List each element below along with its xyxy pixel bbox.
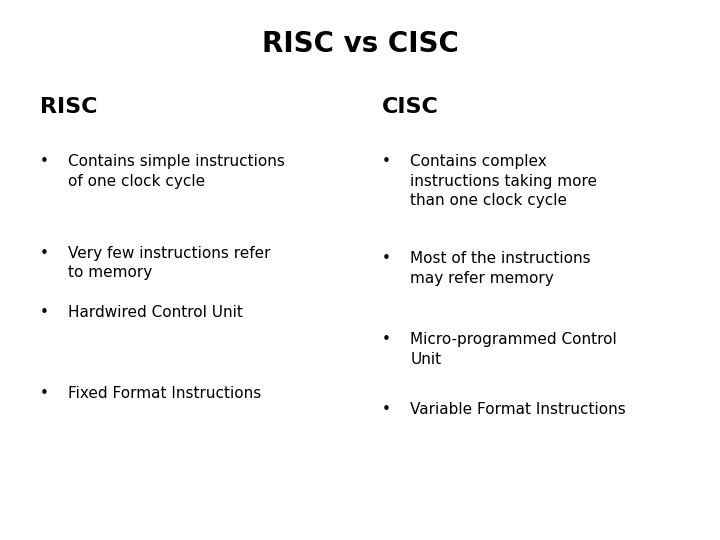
Text: Micro-programmed Control
Unit: Micro-programmed Control Unit bbox=[410, 332, 617, 367]
Text: Contains complex
instructions taking more
than one clock cycle: Contains complex instructions taking mor… bbox=[410, 154, 598, 208]
Text: RISC vs CISC: RISC vs CISC bbox=[261, 30, 459, 58]
Text: •: • bbox=[382, 251, 390, 266]
Text: CISC: CISC bbox=[382, 97, 438, 117]
Text: •: • bbox=[382, 332, 390, 347]
Text: Very few instructions refer
to memory: Very few instructions refer to memory bbox=[68, 246, 271, 280]
Text: •: • bbox=[40, 246, 48, 261]
Text: •: • bbox=[40, 305, 48, 320]
Text: •: • bbox=[382, 402, 390, 417]
Text: •: • bbox=[382, 154, 390, 169]
Text: Most of the instructions
may refer memory: Most of the instructions may refer memor… bbox=[410, 251, 591, 286]
Text: •: • bbox=[40, 386, 48, 401]
Text: Fixed Format Instructions: Fixed Format Instructions bbox=[68, 386, 261, 401]
Text: Hardwired Control Unit: Hardwired Control Unit bbox=[68, 305, 243, 320]
Text: Contains simple instructions
of one clock cycle: Contains simple instructions of one cloc… bbox=[68, 154, 285, 188]
Text: Variable Format Instructions: Variable Format Instructions bbox=[410, 402, 626, 417]
Text: RISC: RISC bbox=[40, 97, 97, 117]
Text: •: • bbox=[40, 154, 48, 169]
